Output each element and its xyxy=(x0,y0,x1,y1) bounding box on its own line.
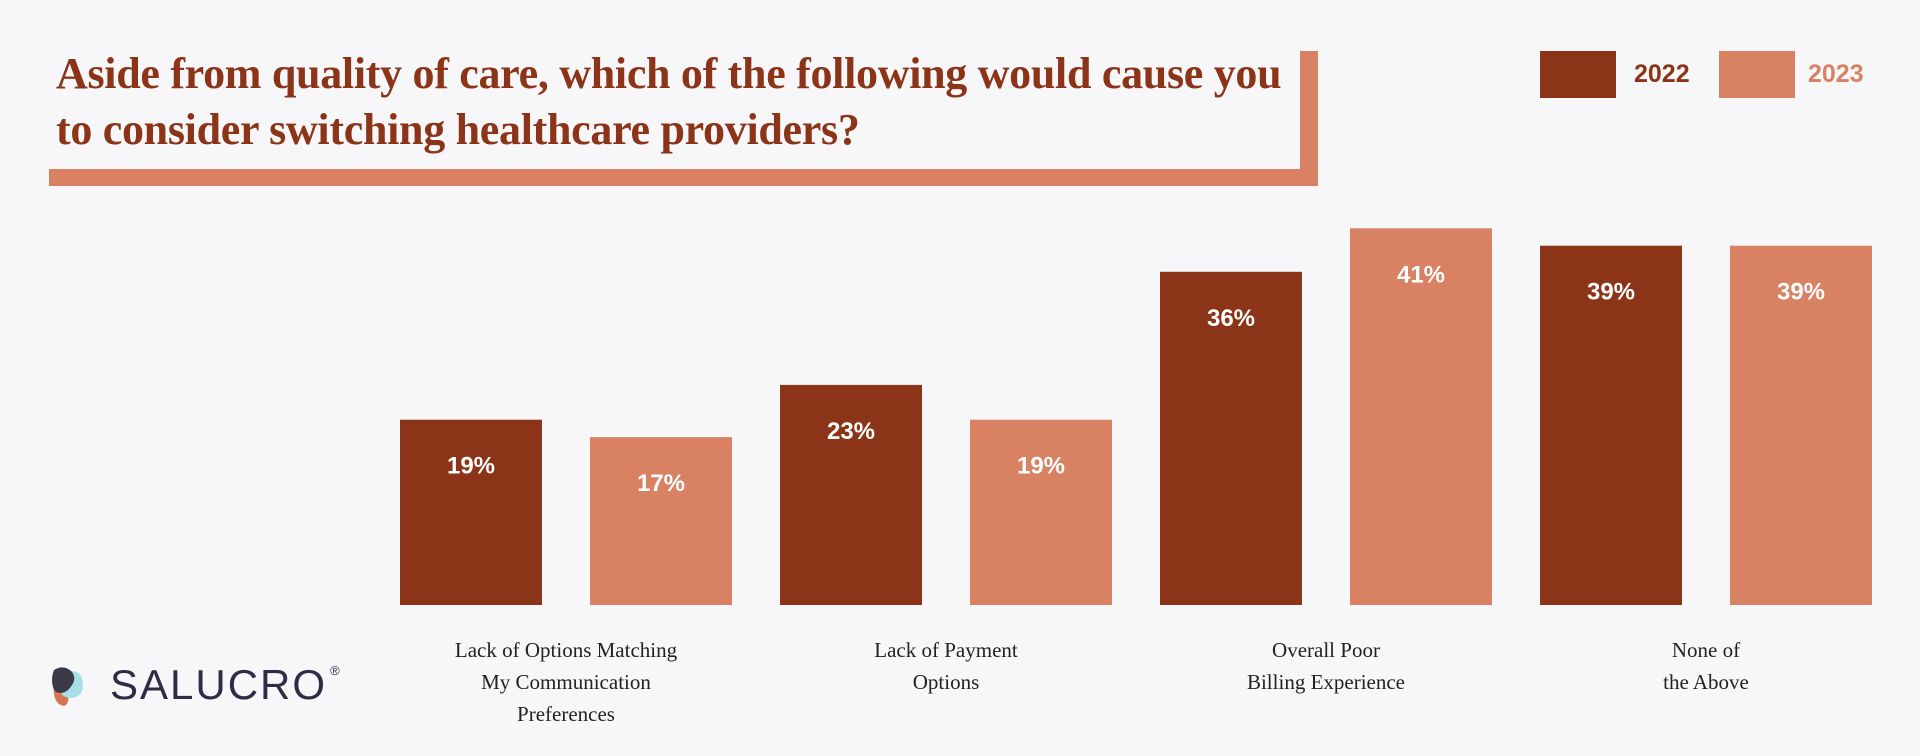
legend-label-2023: 2023 xyxy=(1808,60,1864,88)
category-label-line: Billing Experience xyxy=(1246,670,1406,694)
category-label-line: Options xyxy=(912,670,980,694)
brand-logo: SALUCRO ® xyxy=(110,660,340,710)
brand-name: SALUCRO xyxy=(110,661,328,708)
data-label-2023-0: 17% xyxy=(637,470,685,497)
salucro-logo-icon xyxy=(52,667,83,706)
category-label-line: Lack of Payment xyxy=(874,638,1018,662)
data-label-2022-2: 36% xyxy=(1207,305,1255,332)
data-label-2022-0: 19% xyxy=(447,453,495,480)
category-label-line: Lack of Options Matching xyxy=(454,638,678,662)
bar-2023-1 xyxy=(970,419,1112,605)
data-label-2023-1: 19% xyxy=(1017,453,1065,480)
category-label-line: Overall Poor xyxy=(1272,638,1380,662)
data-label-2022-1: 23% xyxy=(827,418,875,445)
category-label-line: None of xyxy=(1671,638,1741,662)
category-label-line: the Above xyxy=(1663,670,1749,694)
bar-2022-1 xyxy=(780,384,922,605)
category-label-line: Preferences xyxy=(517,702,615,726)
bar-2022-2 xyxy=(1160,271,1302,605)
bar-2023-0 xyxy=(590,437,732,605)
category-label-0: Lack of Options Matching My Communication… xyxy=(416,634,716,730)
data-label-2022-3: 39% xyxy=(1587,279,1635,306)
bar-2023-2 xyxy=(1350,228,1492,606)
category-label-line: My Communication xyxy=(481,670,651,694)
data-label-2023-2: 41% xyxy=(1397,261,1445,288)
registered-mark: ® xyxy=(330,663,340,678)
bar-2023-3 xyxy=(1730,245,1872,605)
title-frame xyxy=(49,51,1318,186)
category-label-2: Overall Poor Billing Experience xyxy=(1176,634,1476,698)
bar-2022-3 xyxy=(1540,245,1682,605)
bar-2022-0 xyxy=(400,419,542,605)
category-label-3: None of the Above xyxy=(1556,634,1856,698)
legend-swatch-2022 xyxy=(1540,51,1616,98)
legend-label-2022: 2022 xyxy=(1634,60,1690,88)
legend-swatch-2023 xyxy=(1719,51,1795,98)
chart-title: Aside from quality of care, which of the… xyxy=(56,49,1282,154)
data-label-2023-3: 39% xyxy=(1777,279,1825,306)
category-label-1: Lack of Payment Options xyxy=(796,634,1096,698)
